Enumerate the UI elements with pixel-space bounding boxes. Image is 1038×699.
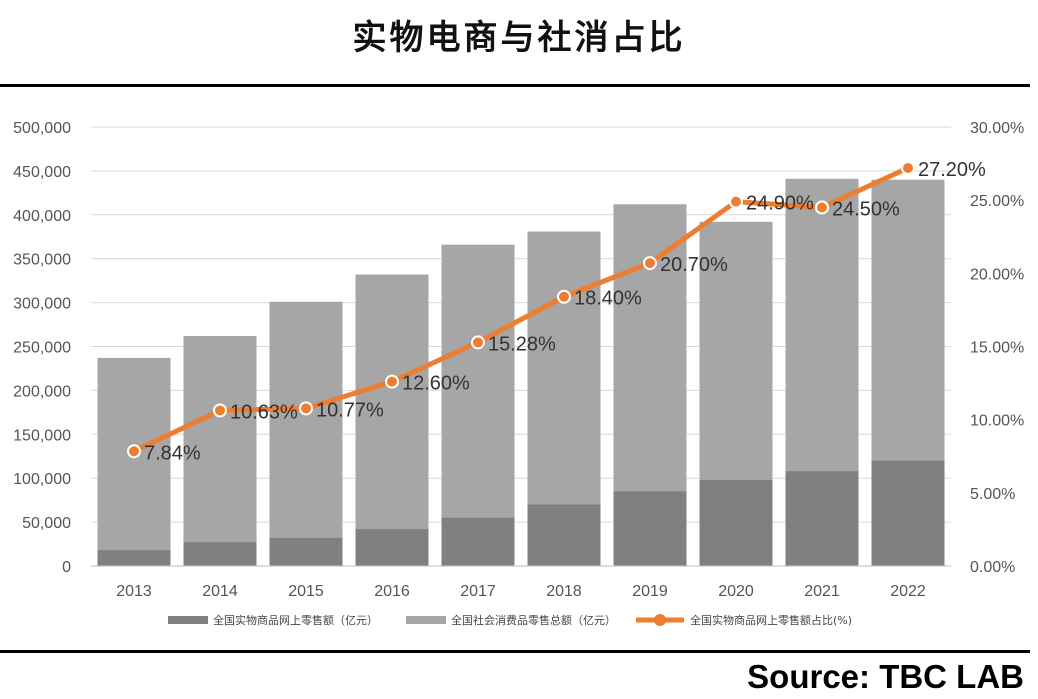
ratio-point: [127, 444, 141, 459]
y-left-tick-label: 300,000: [13, 296, 71, 313]
ratio-data-label: 7.84%: [144, 442, 201, 464]
ratio-data-label: 27.20%: [918, 159, 986, 181]
y-right-tick-label: 0.00%: [970, 559, 1015, 576]
bar-online-retail: [871, 460, 945, 566]
bar-online-retail: [355, 529, 429, 566]
x-tick-label: 2022: [890, 583, 926, 600]
legend-swatch-total: [406, 616, 446, 624]
bar-online-retail: [97, 550, 171, 566]
y-left-tick-label: 450,000: [13, 164, 71, 181]
ratio-line-path: [132, 165, 910, 454]
y-left-tick-label: 0: [62, 559, 71, 576]
ratio-data-label: 10.77%: [316, 399, 384, 421]
ratio-point: [815, 200, 829, 215]
y-left-tick-label: 350,000: [13, 252, 71, 269]
y-left-tick-label: 500,000: [13, 120, 71, 137]
bar-online-retail: [785, 471, 859, 566]
y-right-tick-label: 5.00%: [970, 486, 1015, 503]
y-left-tick-label: 200,000: [13, 383, 71, 400]
ratio-point: [901, 160, 915, 175]
legend-label-online: 全国实物商品网上零售额（亿元）: [213, 613, 378, 627]
x-tick-label: 2013: [116, 583, 152, 600]
y-left-tick-label: 250,000: [13, 340, 71, 357]
ratio-point: [471, 335, 485, 350]
bar-online-retail: [183, 542, 257, 566]
legend-label-total: 全国社会消费品零售总额（亿元）: [451, 613, 616, 627]
ratio-data-label: 24.50%: [832, 198, 900, 220]
ratio-point: [643, 256, 657, 271]
y-left-tick-label: 150,000: [13, 427, 71, 444]
ratio-line: [127, 160, 915, 459]
y-right-tick-label: 15.00%: [970, 340, 1024, 357]
y-right-tick-label: 30.00%: [970, 120, 1024, 137]
y-left-tick-label: 100,000: [13, 471, 71, 488]
ratio-data-label: 15.28%: [488, 333, 556, 355]
x-tick-label: 2019: [632, 583, 668, 600]
y-right-tick-label: 25.00%: [970, 193, 1024, 210]
x-tick-label: 2017: [460, 583, 496, 600]
bar-total-retail: [269, 301, 343, 566]
bar-total-retail: [441, 244, 515, 567]
bar-online-retail: [527, 504, 601, 566]
data-labels: 7.84% 10.63% 10.77% 12.60% 15.28% 18.40% 20.70…: [144, 159, 986, 464]
x-tick-label: 2016: [374, 583, 410, 600]
bar-total-retail: [183, 335, 257, 566]
bar-total-retail: [355, 274, 429, 566]
legend-swatch-online: [168, 616, 208, 624]
legend-swatch-point: [654, 614, 666, 626]
bar-online-retail: [269, 537, 343, 566]
chart-title: 实物电商与社消占比: [352, 18, 686, 58]
chart: 0 50,000 100,000 150,000 200,000 250,000 300,0…: [13, 120, 1024, 627]
ratio-point: [299, 401, 313, 416]
bottom-divider: [0, 650, 1030, 653]
legend-label-ratio: 全国实物商品网上零售额占比(%): [690, 613, 852, 627]
ratio-data-label: 10.63%: [230, 401, 298, 423]
y-right-tick-label: 10.00%: [970, 413, 1024, 430]
ratio-data-label: 12.60%: [402, 373, 470, 395]
y-left-tick-label: 50,000: [22, 515, 71, 532]
bar-online-retail: [613, 491, 687, 566]
ratio-data-label: 24.90%: [746, 193, 814, 215]
source-credit: Source: TBC LAB: [747, 658, 1024, 695]
legend: 全国实物商品网上零售额（亿元） 全国社会消费品零售总额（亿元） 全国实物商品网上零售…: [168, 613, 852, 627]
bars: [97, 178, 945, 567]
axes: 0 50,000 100,000 150,000 200,000 250,000 300,0…: [13, 120, 1024, 600]
bar-total-retail: [97, 357, 171, 566]
y-left-tick-label: 400,000: [13, 208, 71, 225]
bar-online-retail: [441, 517, 515, 566]
x-tick-label: 2015: [288, 583, 324, 600]
ratio-point: [729, 194, 743, 209]
x-tick-label: 2021: [804, 583, 840, 600]
ratio-point: [213, 403, 227, 418]
x-tick-label: 2020: [718, 583, 754, 600]
x-tick-label: 2014: [202, 583, 238, 600]
top-divider: [0, 84, 1030, 87]
x-tick-label: 2018: [546, 583, 582, 600]
ratio-point: [557, 289, 571, 304]
bar-online-retail: [699, 479, 773, 566]
ratio-data-label: 20.70%: [660, 254, 728, 276]
ratio-data-label: 18.40%: [574, 288, 642, 310]
y-right-tick-label: 20.00%: [970, 266, 1024, 283]
ratio-point: [385, 374, 399, 389]
